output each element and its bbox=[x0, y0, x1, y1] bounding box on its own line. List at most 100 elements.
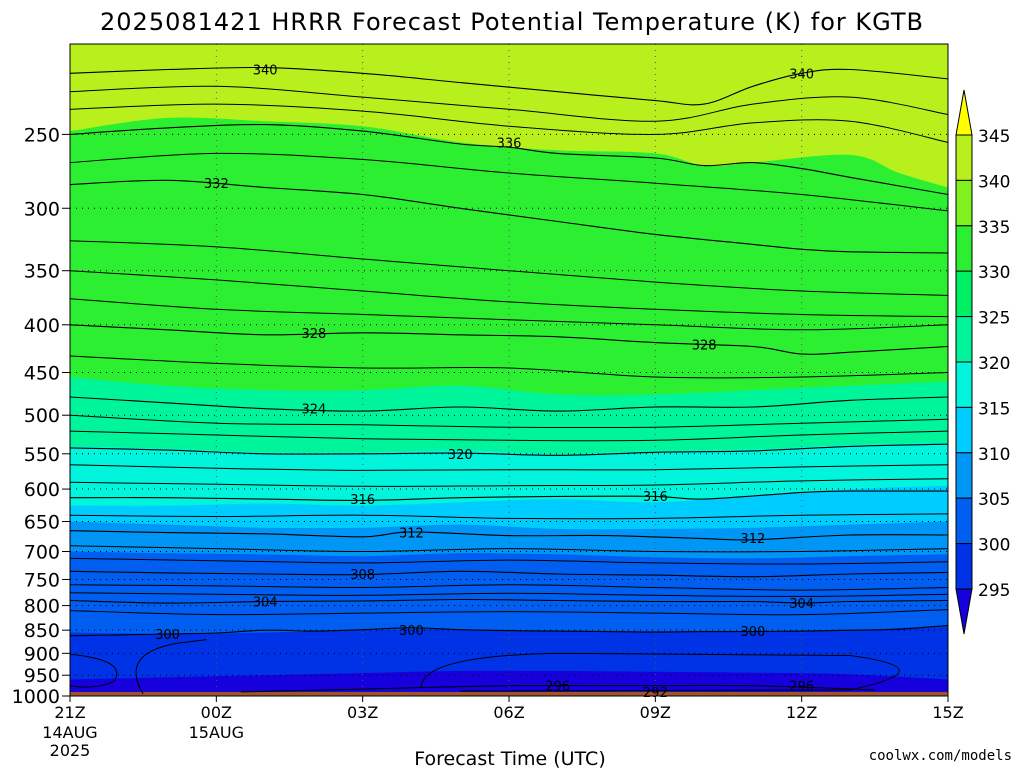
colorbar-segment-7 bbox=[955, 452, 973, 499]
y-tick-label-600: 600 bbox=[24, 479, 60, 501]
isentrope-332 bbox=[69, 179, 949, 254]
ground-strip bbox=[70, 691, 948, 696]
x-tick-label-5: 12Z bbox=[786, 703, 817, 722]
isentrope-minor-15 bbox=[69, 592, 949, 597]
y-tick-label-800: 800 bbox=[24, 596, 60, 618]
contour-label-340: 340 bbox=[789, 67, 814, 82]
y-tick-label-900: 900 bbox=[24, 643, 60, 665]
isentrope-minor-3 bbox=[69, 240, 949, 296]
isentrope-316 bbox=[69, 490, 949, 501]
colorbar-segment-5 bbox=[955, 361, 973, 408]
credit-text[interactable]: coolwx.com/models bbox=[869, 748, 1012, 764]
isentrope-minor-12 bbox=[69, 545, 949, 553]
colorbar-segment-0 bbox=[955, 134, 973, 181]
colorbar-label-345: 345 bbox=[978, 127, 1010, 147]
isentrope-312 bbox=[69, 530, 949, 541]
y-tick-label-450: 450 bbox=[24, 363, 60, 385]
isentrope-minor-0 bbox=[69, 85, 949, 122]
colorbar-segment-4 bbox=[955, 316, 973, 363]
isentrope-minor-2 bbox=[69, 152, 949, 212]
y-tick-label-1000: 1000 bbox=[12, 686, 60, 708]
y-tick-label-650: 650 bbox=[24, 511, 60, 533]
x-tick-label-4: 09Z bbox=[640, 703, 671, 722]
y-tick-label-950: 950 bbox=[24, 665, 60, 687]
y-tick-label-750: 750 bbox=[24, 569, 60, 591]
contour-label-text: 308 bbox=[350, 568, 375, 583]
contour-label-300: 300 bbox=[155, 628, 180, 643]
contour-label-text: 332 bbox=[204, 177, 229, 192]
y-tick-label-350: 350 bbox=[24, 261, 60, 283]
colorbar-label-325: 325 bbox=[978, 309, 1010, 329]
contour-label-text: 296 bbox=[545, 680, 570, 695]
contour-label-308: 308 bbox=[350, 568, 375, 583]
colorbar-segment-1 bbox=[955, 179, 973, 227]
x-tick-label-0: 21Z bbox=[54, 703, 85, 722]
contour-label-text: 316 bbox=[643, 490, 668, 505]
y-tick-label-400: 400 bbox=[24, 315, 60, 337]
contour-label-324: 324 bbox=[301, 403, 326, 418]
colorbar-segment-9 bbox=[955, 543, 973, 590]
isentrope-328 bbox=[69, 324, 949, 355]
contour-label-296: 296 bbox=[789, 680, 814, 695]
contour-label-text: 300 bbox=[399, 624, 424, 639]
x-tick-label-2: 03Z bbox=[347, 703, 378, 722]
isentrope-minor-9 bbox=[69, 464, 949, 471]
contour-label-300: 300 bbox=[399, 624, 424, 639]
y-tick-label-250: 250 bbox=[24, 124, 60, 146]
contour-label-text: 320 bbox=[448, 448, 473, 463]
colorbar-label-330: 330 bbox=[978, 263, 1010, 283]
contour-label-304: 304 bbox=[253, 596, 278, 611]
isentrope-loop-right bbox=[420, 652, 900, 692]
colorbar-segment-3 bbox=[955, 270, 973, 318]
isentrope-minor-16 bbox=[69, 609, 949, 616]
contour-label-340: 340 bbox=[253, 64, 278, 79]
y-tick-label-550: 550 bbox=[24, 444, 60, 466]
isentrope-minor-8 bbox=[69, 430, 949, 442]
colorbar-label-310: 310 bbox=[978, 445, 1010, 465]
contour-label-296: 296 bbox=[545, 680, 570, 695]
y-axis: 2503003504004505005506006507007508008509… bbox=[12, 124, 70, 708]
colorbar: 345 340 335 330 325 320 315 310 305 300 295 bbox=[955, 89, 1010, 635]
x-tick-sublabel-1: 15AUG bbox=[189, 723, 244, 742]
x-tick-label-1: 00Z bbox=[201, 703, 232, 722]
isentrope-minor-11 bbox=[69, 513, 949, 520]
isentrope-loop-mid bbox=[135, 639, 207, 695]
contour-label-text: 304 bbox=[253, 596, 278, 611]
contour-label-text: 336 bbox=[497, 136, 522, 151]
contour-label-328: 328 bbox=[301, 327, 326, 342]
isentrope-minor-1 bbox=[69, 103, 949, 143]
contour-label-text: 292 bbox=[643, 686, 668, 701]
colorbar-segment-6 bbox=[955, 406, 973, 454]
isentrope-304 bbox=[69, 598, 949, 604]
x-tick-year-0: 2025 bbox=[50, 741, 91, 760]
colorbar-label-340: 340 bbox=[978, 172, 1010, 192]
colorbar-label-305: 305 bbox=[978, 490, 1010, 510]
colorbar-bottom-arrow bbox=[955, 588, 973, 635]
contour-label-328: 328 bbox=[692, 339, 717, 354]
y-tick-label-500: 500 bbox=[24, 405, 60, 427]
contour-label-text: 312 bbox=[399, 527, 424, 542]
isentrope-340 bbox=[69, 66, 949, 106]
isentrope-320 bbox=[69, 443, 949, 456]
colorbar-segment-2 bbox=[955, 225, 973, 272]
isentrope-minor-13 bbox=[69, 557, 949, 565]
colorbar-segment-8 bbox=[955, 497, 973, 545]
isentrope-minor-7 bbox=[69, 414, 949, 429]
y-tick-label-700: 700 bbox=[24, 542, 60, 564]
fill-band-295-300 bbox=[70, 670, 948, 696]
colorbar-label-300: 300 bbox=[978, 536, 1010, 556]
isentrope-minor-4 bbox=[69, 270, 949, 318]
colorbar-label-315: 315 bbox=[978, 399, 1010, 419]
isentrope-minor-5 bbox=[69, 298, 949, 331]
contour-label-312: 312 bbox=[399, 527, 424, 542]
isentrope-296 bbox=[240, 684, 875, 693]
contour-label-text: 316 bbox=[350, 493, 375, 508]
contour-label-316: 316 bbox=[643, 490, 668, 505]
x-tick-label-6: 15Z bbox=[932, 703, 963, 722]
contour-label-text: 328 bbox=[692, 339, 717, 354]
contour-label-320: 320 bbox=[448, 448, 473, 463]
isentrope-minor-6 bbox=[69, 355, 949, 379]
contour-label-292: 292 bbox=[643, 686, 668, 701]
x-tick-sublabel-0: 14AUG bbox=[42, 723, 97, 742]
